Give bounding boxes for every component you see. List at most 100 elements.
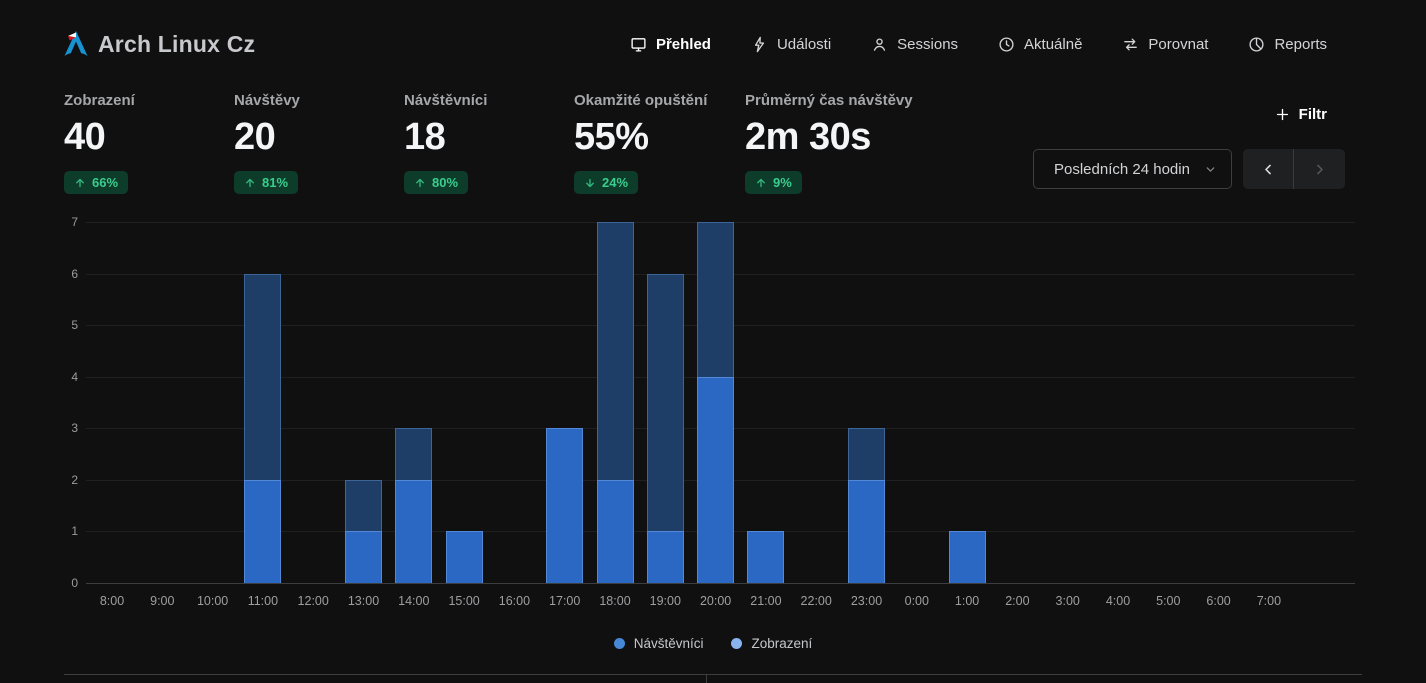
- monitor-icon: [630, 36, 647, 53]
- nav-tab-reports[interactable]: Reports: [1248, 36, 1327, 53]
- metric-card: Návštěvníci 18 80%: [404, 92, 574, 194]
- metric-change-badge: 80%: [404, 171, 469, 194]
- x-tick-label: 17:00: [549, 594, 581, 608]
- metric-change-value: 66%: [92, 175, 119, 190]
- metric-change-badge: 66%: [64, 171, 129, 194]
- bar-visitors-21:00: [747, 531, 785, 583]
- plus-icon: [1274, 106, 1291, 123]
- x-tick-label: 8:00: [99, 594, 125, 608]
- date-range-value: Posledních 24 hodin: [1054, 160, 1190, 178]
- x-tick-label: 23:00: [850, 594, 883, 608]
- site-logo-icon: [64, 31, 88, 57]
- x-tick-label: 20:00: [699, 594, 732, 608]
- metric-label: Okamžité opuštění: [574, 92, 708, 109]
- bar-visitors-11:00: [244, 479, 282, 583]
- metric-label: Průměrný čas návštěvy: [745, 92, 913, 109]
- metric-change-value: 24%: [602, 175, 629, 190]
- metric-value: 20: [234, 116, 276, 158]
- legend-label: Zobrazení: [751, 636, 813, 651]
- x-tick-label: 0:00: [904, 594, 929, 608]
- bar-visitors-18:00: [596, 479, 634, 583]
- bar-visitors-14:00: [395, 479, 433, 583]
- x-tick-label: 7:00: [1256, 594, 1282, 608]
- metric-change-badge: 24%: [574, 171, 639, 194]
- lightning-icon: [751, 36, 768, 53]
- clock-icon: [998, 36, 1015, 53]
- x-tick-label: 18:00: [599, 594, 631, 608]
- arrow-up-icon: [244, 177, 256, 189]
- bar-visitors-19:00: [646, 531, 684, 583]
- y-tick-label: 3: [71, 421, 78, 436]
- x-tick-label: 11:00: [247, 594, 279, 608]
- x-tick-label: 9:00: [150, 594, 175, 608]
- arrow-up-icon: [414, 177, 426, 189]
- nav-tab-aktualne[interactable]: Aktuálně: [998, 36, 1082, 53]
- metric-value: 40: [64, 116, 106, 158]
- metric-change-badge: 81%: [234, 171, 299, 194]
- bottom-section-top-border: [64, 674, 1362, 675]
- legend-label: Návštěvníci: [633, 636, 704, 651]
- nav-tab-label: Reports: [1274, 35, 1327, 53]
- header: Arch Linux Cz Přehled Události Sessions …: [0, 0, 1426, 88]
- add-filter-button[interactable]: Filtr: [1274, 106, 1327, 123]
- x-tick-label: 13:00: [347, 594, 380, 608]
- y-tick-label: 5: [71, 318, 78, 333]
- arrow-up-icon: [74, 177, 86, 189]
- previous-period-button[interactable]: [1243, 149, 1294, 189]
- nav-tab-label: Sessions: [897, 35, 959, 53]
- x-tick-label: 3:00: [1055, 594, 1080, 608]
- y-tick-label: 0: [71, 576, 78, 590]
- y-tick-label: 1: [71, 524, 78, 539]
- site-title: Arch Linux Cz: [98, 30, 256, 57]
- metric-change-value: 9%: [773, 175, 792, 190]
- metric-value: 55%: [574, 116, 649, 158]
- date-pager: [1243, 149, 1345, 189]
- bottom-section-divider: [706, 674, 707, 683]
- bar-visitors-20:00: [697, 376, 735, 583]
- date-range-select[interactable]: Posledních 24 hodin: [1033, 149, 1232, 189]
- nav-tab-label: Porovnat: [1148, 35, 1209, 53]
- x-tick-label: 19:00: [649, 594, 681, 608]
- x-tick-label: 22:00: [800, 594, 832, 608]
- nav-tab-prehled[interactable]: Přehled: [630, 36, 711, 53]
- x-tick-label: 21:00: [750, 594, 782, 608]
- nav-tab-porovnat[interactable]: Porovnat: [1122, 36, 1208, 53]
- x-tick-label: 1:00: [954, 594, 980, 608]
- metric-label: Návštěvy: [234, 92, 300, 109]
- arrow-up-icon: [755, 177, 767, 189]
- filter-button-label: Filtr: [1298, 106, 1327, 123]
- chevron-down-icon: [1204, 163, 1217, 176]
- pie-chart-icon: [1248, 36, 1265, 53]
- compare-icon: [1122, 36, 1139, 53]
- x-tick-label: 15:00: [448, 594, 480, 608]
- bar-visitors-15:00: [445, 531, 483, 583]
- metric-label: Návštěvníci: [404, 92, 488, 109]
- metric-card: Průměrný čas návštěvy 2m 30s 9%: [745, 92, 915, 194]
- metric-card: Zobrazení 40 66%: [64, 92, 234, 194]
- person-icon: [871, 36, 888, 53]
- chevron-right-icon: [1312, 162, 1327, 177]
- traffic-chart-plot: [86, 222, 1355, 584]
- brand[interactable]: Arch Linux Cz: [64, 31, 255, 58]
- nav-tab-udalosti[interactable]: Události: [751, 36, 831, 53]
- legend-dot: [731, 638, 743, 649]
- y-tick-label: 7: [71, 215, 78, 229]
- metric-value: 2m 30s: [745, 116, 871, 158]
- next-period-button[interactable]: [1294, 149, 1345, 189]
- metric-change-badge: 9%: [745, 171, 802, 194]
- legend-item-zobrazeni[interactable]: Zobrazení: [731, 636, 812, 651]
- x-tick-label: 14:00: [398, 594, 430, 608]
- bar-visitors-23:00: [848, 479, 885, 583]
- chart-legend: Návštěvníci Zobrazení: [0, 636, 1426, 651]
- nav-tab-sessions[interactable]: Sessions: [871, 36, 958, 53]
- x-tick-label: 4:00: [1105, 594, 1131, 608]
- metric-change-value: 80%: [432, 175, 459, 190]
- x-tick-label: 6:00: [1206, 594, 1231, 608]
- legend-item-navstevnici[interactable]: Návštěvníci: [613, 636, 704, 651]
- x-tick-label: 12:00: [297, 594, 329, 608]
- metric-value: 18: [404, 116, 446, 158]
- bar-visitors-17:00: [546, 428, 584, 583]
- x-tick-label: 16:00: [498, 594, 531, 608]
- x-tick-label: 2:00: [1005, 594, 1030, 608]
